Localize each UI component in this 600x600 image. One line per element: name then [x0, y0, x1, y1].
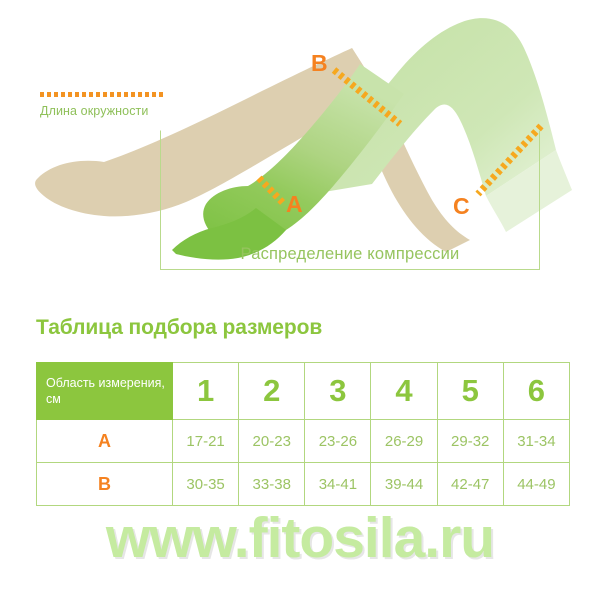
header-size-4: 4	[370, 362, 438, 420]
marker-c: C	[453, 193, 471, 219]
cell-a-6: 31-34	[502, 419, 571, 463]
site-watermark: www.fitosila.ru	[105, 506, 495, 570]
header-size-2: 2	[238, 362, 306, 420]
dashed-line-icon	[40, 92, 164, 97]
cell-b-4: 39-44	[370, 462, 438, 506]
size-selection-table: Область измерения, см 1 2 3 4 5 6 A 17-2…	[36, 362, 571, 506]
cell-b-6: 44-49	[502, 462, 571, 506]
measure-line-a	[256, 175, 287, 207]
cell-a-4: 26-29	[370, 419, 438, 463]
cell-b-3: 34-41	[304, 462, 372, 506]
header-size-5: 5	[436, 362, 504, 420]
header-size-6: 6	[502, 362, 571, 420]
measure-line-c	[475, 123, 544, 197]
legend-label: Длина окружности	[40, 104, 149, 118]
cell-a-2: 20-23	[238, 419, 306, 463]
cell-a-3: 23-26	[304, 419, 372, 463]
table-header-row: Область измерения, см 1 2 3 4 5 6	[36, 362, 571, 420]
illustration-caption: Распределение компрессии	[240, 245, 460, 263]
stocking-calf-shape	[172, 64, 404, 260]
cell-a-5: 29-32	[436, 419, 504, 463]
cell-b-5: 42-47	[436, 462, 504, 506]
marker-a: A	[286, 191, 304, 217]
row-label-a: A	[36, 419, 173, 463]
table-row: A 17-21 20-23 23-26 26-29 29-32 31-34	[36, 419, 571, 463]
cell-a-1: 17-21	[171, 419, 240, 463]
measure-line-b	[331, 67, 403, 127]
stocking-thigh-shape	[300, 18, 572, 232]
header-measure-area: Область измерения, см	[36, 362, 173, 420]
marker-b: B	[311, 50, 329, 76]
leg-compression-illustration	[35, 18, 572, 260]
row-label-b: B	[36, 462, 173, 506]
page-title: Таблица подбора размеров	[36, 316, 323, 339]
legend: Длина окружности	[40, 92, 200, 118]
cell-b-2: 33-38	[238, 462, 306, 506]
table-row: B 30-35 33-38 34-41 39-44 42-47 44-49	[36, 462, 571, 506]
header-size-1: 1	[171, 362, 240, 420]
cell-b-1: 30-35	[171, 462, 240, 506]
header-size-3: 3	[304, 362, 372, 420]
